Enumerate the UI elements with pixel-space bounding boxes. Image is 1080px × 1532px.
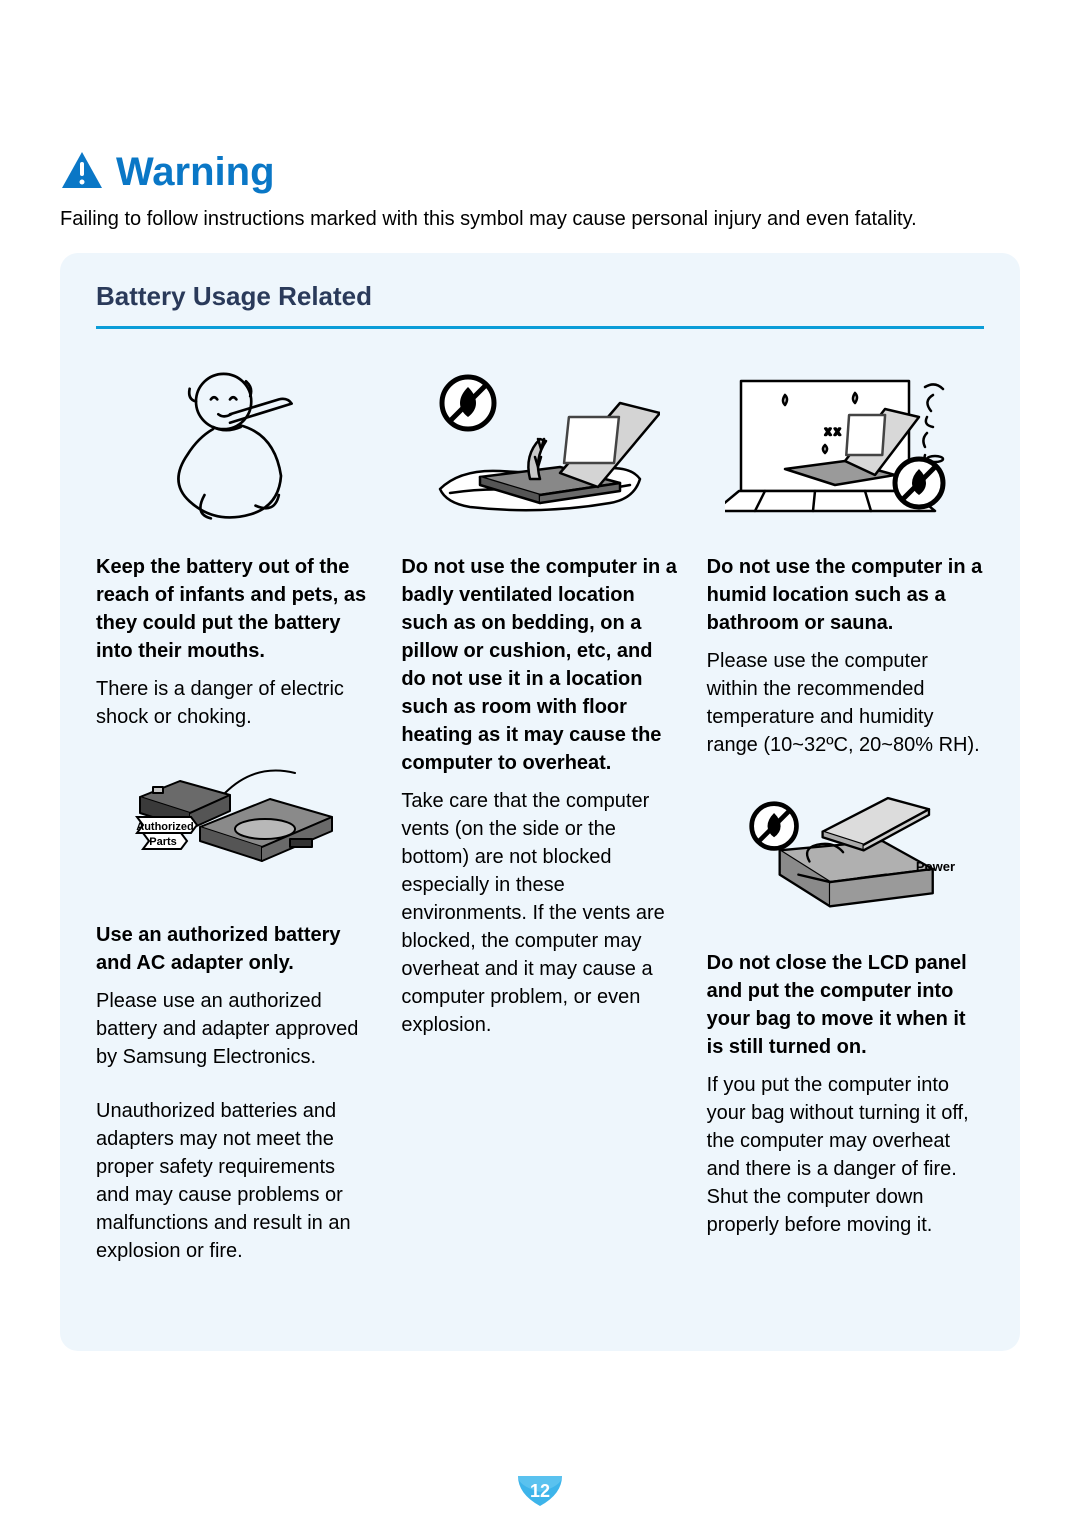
warning-icon	[60, 150, 104, 195]
warning-subtitle: Failing to follow instructions marked wi…	[60, 205, 1020, 233]
illus-bedding	[401, 359, 678, 529]
illus-authorized-parts: Authorized Parts	[96, 757, 373, 897]
warning-title: Warning	[116, 150, 275, 195]
warning-header: Warning	[60, 150, 1020, 195]
col3-item2-heading: Do not close the LCD panel and put the c…	[707, 949, 984, 1061]
col2-item1-heading: Do not use the computer in a badly venti…	[401, 553, 678, 777]
col1-item2-body1: Please use an authorized battery and ada…	[96, 987, 373, 1071]
col1-item2-heading: Use an authorized battery and AC adapter…	[96, 921, 373, 977]
col-1: Keep the battery out of the reach of inf…	[96, 359, 373, 1291]
page-number-text: 12	[530, 1481, 550, 1502]
svg-text:x x: x x	[825, 424, 840, 438]
svg-text:Power Off: Power Off	[916, 859, 957, 874]
page-number: 12	[518, 1476, 562, 1506]
col1-item1-heading: Keep the battery out of the reach of inf…	[96, 553, 373, 665]
illus-humid: x x	[707, 359, 984, 529]
col3-item1-heading: Do not use the computer in a humid locat…	[707, 553, 984, 637]
col3-item1-body: Please use the computer within the recom…	[707, 647, 984, 759]
illus-infant	[96, 359, 373, 529]
section-rule	[96, 326, 984, 329]
col1-item2-body2: Unauthorized batteries and adapters may …	[96, 1097, 373, 1265]
col-3: x x Do not use the computer in a humid l…	[707, 359, 984, 1291]
section-title: Battery Usage Related	[96, 281, 984, 312]
svg-text:Parts: Parts	[149, 836, 177, 848]
col2-item1-body: Take care that the computer vents (on th…	[401, 787, 678, 1039]
col3-item2-body: If you put the computer into your bag wi…	[707, 1071, 984, 1239]
col1-item1-body: There is a danger of electric shock or c…	[96, 675, 373, 731]
section-box: Battery Usage Related	[60, 253, 1020, 1351]
svg-text:Authorized: Authorized	[136, 821, 193, 833]
col-2: Do not use the computer in a badly venti…	[401, 359, 678, 1291]
columns: Keep the battery out of the reach of inf…	[96, 359, 984, 1291]
illus-bag: Power Off	[707, 785, 984, 925]
